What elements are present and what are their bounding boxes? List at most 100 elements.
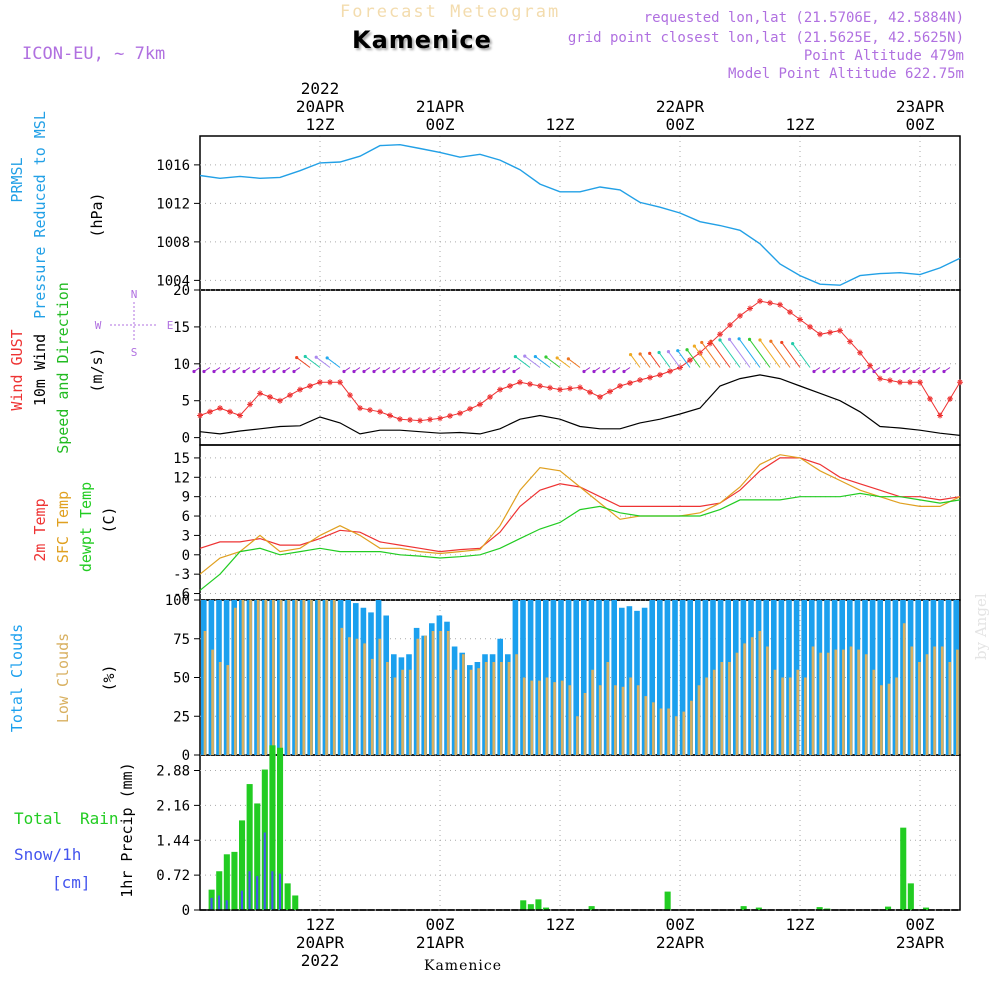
- cloud-low-bar: [887, 683, 891, 755]
- gust-marker: [547, 384, 553, 391]
- wind-arrow-head: [372, 369, 376, 374]
- cloud-low-bar: [530, 680, 534, 755]
- wind-arrow-head: [791, 342, 795, 346]
- gust-marker: [357, 405, 363, 412]
- gust-marker: [667, 368, 673, 375]
- cloud-low-bar: [629, 677, 632, 755]
- cloud-low-bar: [522, 677, 526, 755]
- cloud-low-bar: [614, 685, 617, 755]
- gust-marker: [297, 386, 303, 393]
- gust-marker: [507, 382, 513, 389]
- wind-arrow-head: [303, 354, 307, 359]
- wind-unit-label: (m/s): [88, 347, 106, 392]
- wind-arrow-head: [700, 340, 704, 345]
- gust-marker: [947, 395, 953, 402]
- cloud-low-bar: [287, 600, 290, 755]
- cloud-total-bar: [679, 600, 686, 755]
- cloud-low-bar: [310, 600, 313, 755]
- cloud-low-bar: [454, 669, 458, 755]
- cloud-low-bar: [652, 702, 655, 755]
- wind-direction-arrow: [568, 358, 581, 368]
- top-time-label: 00Z: [666, 115, 695, 134]
- cloud-total-bar: [558, 600, 564, 755]
- cloud-low-bar: [211, 649, 214, 755]
- compass-east: E: [167, 319, 174, 332]
- wind-tick-label: 10: [173, 357, 190, 373]
- wind-arrow-head: [648, 351, 652, 355]
- gust-marker: [707, 340, 713, 347]
- location-title: Kamenice: [352, 26, 492, 54]
- wind-direction-arrow: [729, 339, 751, 368]
- cloud-low-bar: [636, 685, 640, 755]
- wind-arrow-head: [555, 356, 559, 360]
- gust-marker: [397, 416, 403, 423]
- temperature-tick-label: 12: [173, 470, 190, 486]
- cloud-low-bar: [340, 627, 344, 755]
- cloud-low-bar: [940, 646, 944, 755]
- gust-marker: [417, 417, 423, 424]
- cloud-low-bar: [834, 649, 838, 755]
- cloud-low-bar: [621, 686, 625, 755]
- cloud-total-bar: [641, 607, 648, 755]
- rain-bar: [900, 827, 907, 910]
- temperature-tick-label: 9: [182, 490, 190, 506]
- temperature-tick-label: -6: [173, 587, 190, 603]
- wind-arrow-head: [628, 352, 633, 357]
- cloud-low-bar: [553, 682, 556, 755]
- total-clouds-label: Total Clouds: [8, 624, 26, 732]
- wind-arrow-head: [769, 339, 773, 343]
- gust-marker: [877, 375, 883, 382]
- pressure-label: Pressure Reduced to MSL: [31, 111, 49, 319]
- gust-marker: [837, 327, 843, 334]
- rain-bar: [520, 900, 527, 910]
- pressure-line: [199, 143, 961, 286]
- temperature-tick-label: 0: [182, 548, 190, 564]
- meteogram-title: Forecast Meteogram: [340, 2, 561, 22]
- gust-marker: [587, 389, 593, 396]
- cloud-total-bar: [550, 600, 557, 755]
- gust-marker: [897, 379, 903, 386]
- wind-arrow-head: [492, 369, 496, 374]
- wind-arrow-head: [462, 369, 466, 374]
- cloud-low-bar: [819, 652, 822, 755]
- cloud-total-bar: [885, 600, 891, 755]
- cloud-low-bar: [849, 646, 853, 755]
- cloud-low-bar: [477, 668, 480, 755]
- cloud-total-bar: [527, 600, 534, 755]
- wind-arrow-head: [902, 369, 906, 374]
- cloud-total-bar: [687, 600, 693, 755]
- rain-bar: [277, 747, 284, 910]
- gust-marker: [217, 405, 223, 412]
- snow-bar: [225, 900, 228, 910]
- gust-marker: [437, 415, 443, 422]
- gust-marker: [787, 309, 793, 316]
- gust-marker: [337, 379, 343, 386]
- gust-marker: [237, 412, 243, 419]
- cloud-total-bar: [634, 610, 640, 755]
- top-time-label: 21APR: [416, 97, 465, 116]
- cloud-low-bar: [712, 669, 716, 755]
- gust-marker: [377, 408, 383, 415]
- wind-tick-label: 0: [182, 431, 190, 447]
- wind-arrow-head: [242, 369, 246, 374]
- cloud-low-bar: [378, 638, 382, 755]
- snow-bar: [240, 890, 244, 910]
- cloud-low-bar: [758, 631, 762, 755]
- cloud-low-bar: [682, 711, 686, 755]
- gust-marker: [777, 301, 783, 308]
- precipitation-frame: [199, 754, 961, 911]
- wind-arrow-head: [912, 369, 916, 374]
- wind-arrow-head: [718, 338, 722, 342]
- cloud-low-bar: [728, 662, 731, 755]
- wind-arrow-head: [202, 369, 206, 374]
- snow-bar: [263, 832, 266, 910]
- cloud-low-bar: [773, 669, 777, 755]
- rain-bar: [246, 784, 253, 910]
- cloud-low-bar: [750, 637, 754, 755]
- bottom-time-label: 12Z: [786, 915, 815, 934]
- wind-arrow-head: [922, 369, 926, 374]
- wind-arrow-head: [295, 355, 299, 360]
- cloud-total-bar: [695, 600, 701, 755]
- wind-direction-arrow: [701, 342, 721, 368]
- rain-bar: [923, 907, 930, 910]
